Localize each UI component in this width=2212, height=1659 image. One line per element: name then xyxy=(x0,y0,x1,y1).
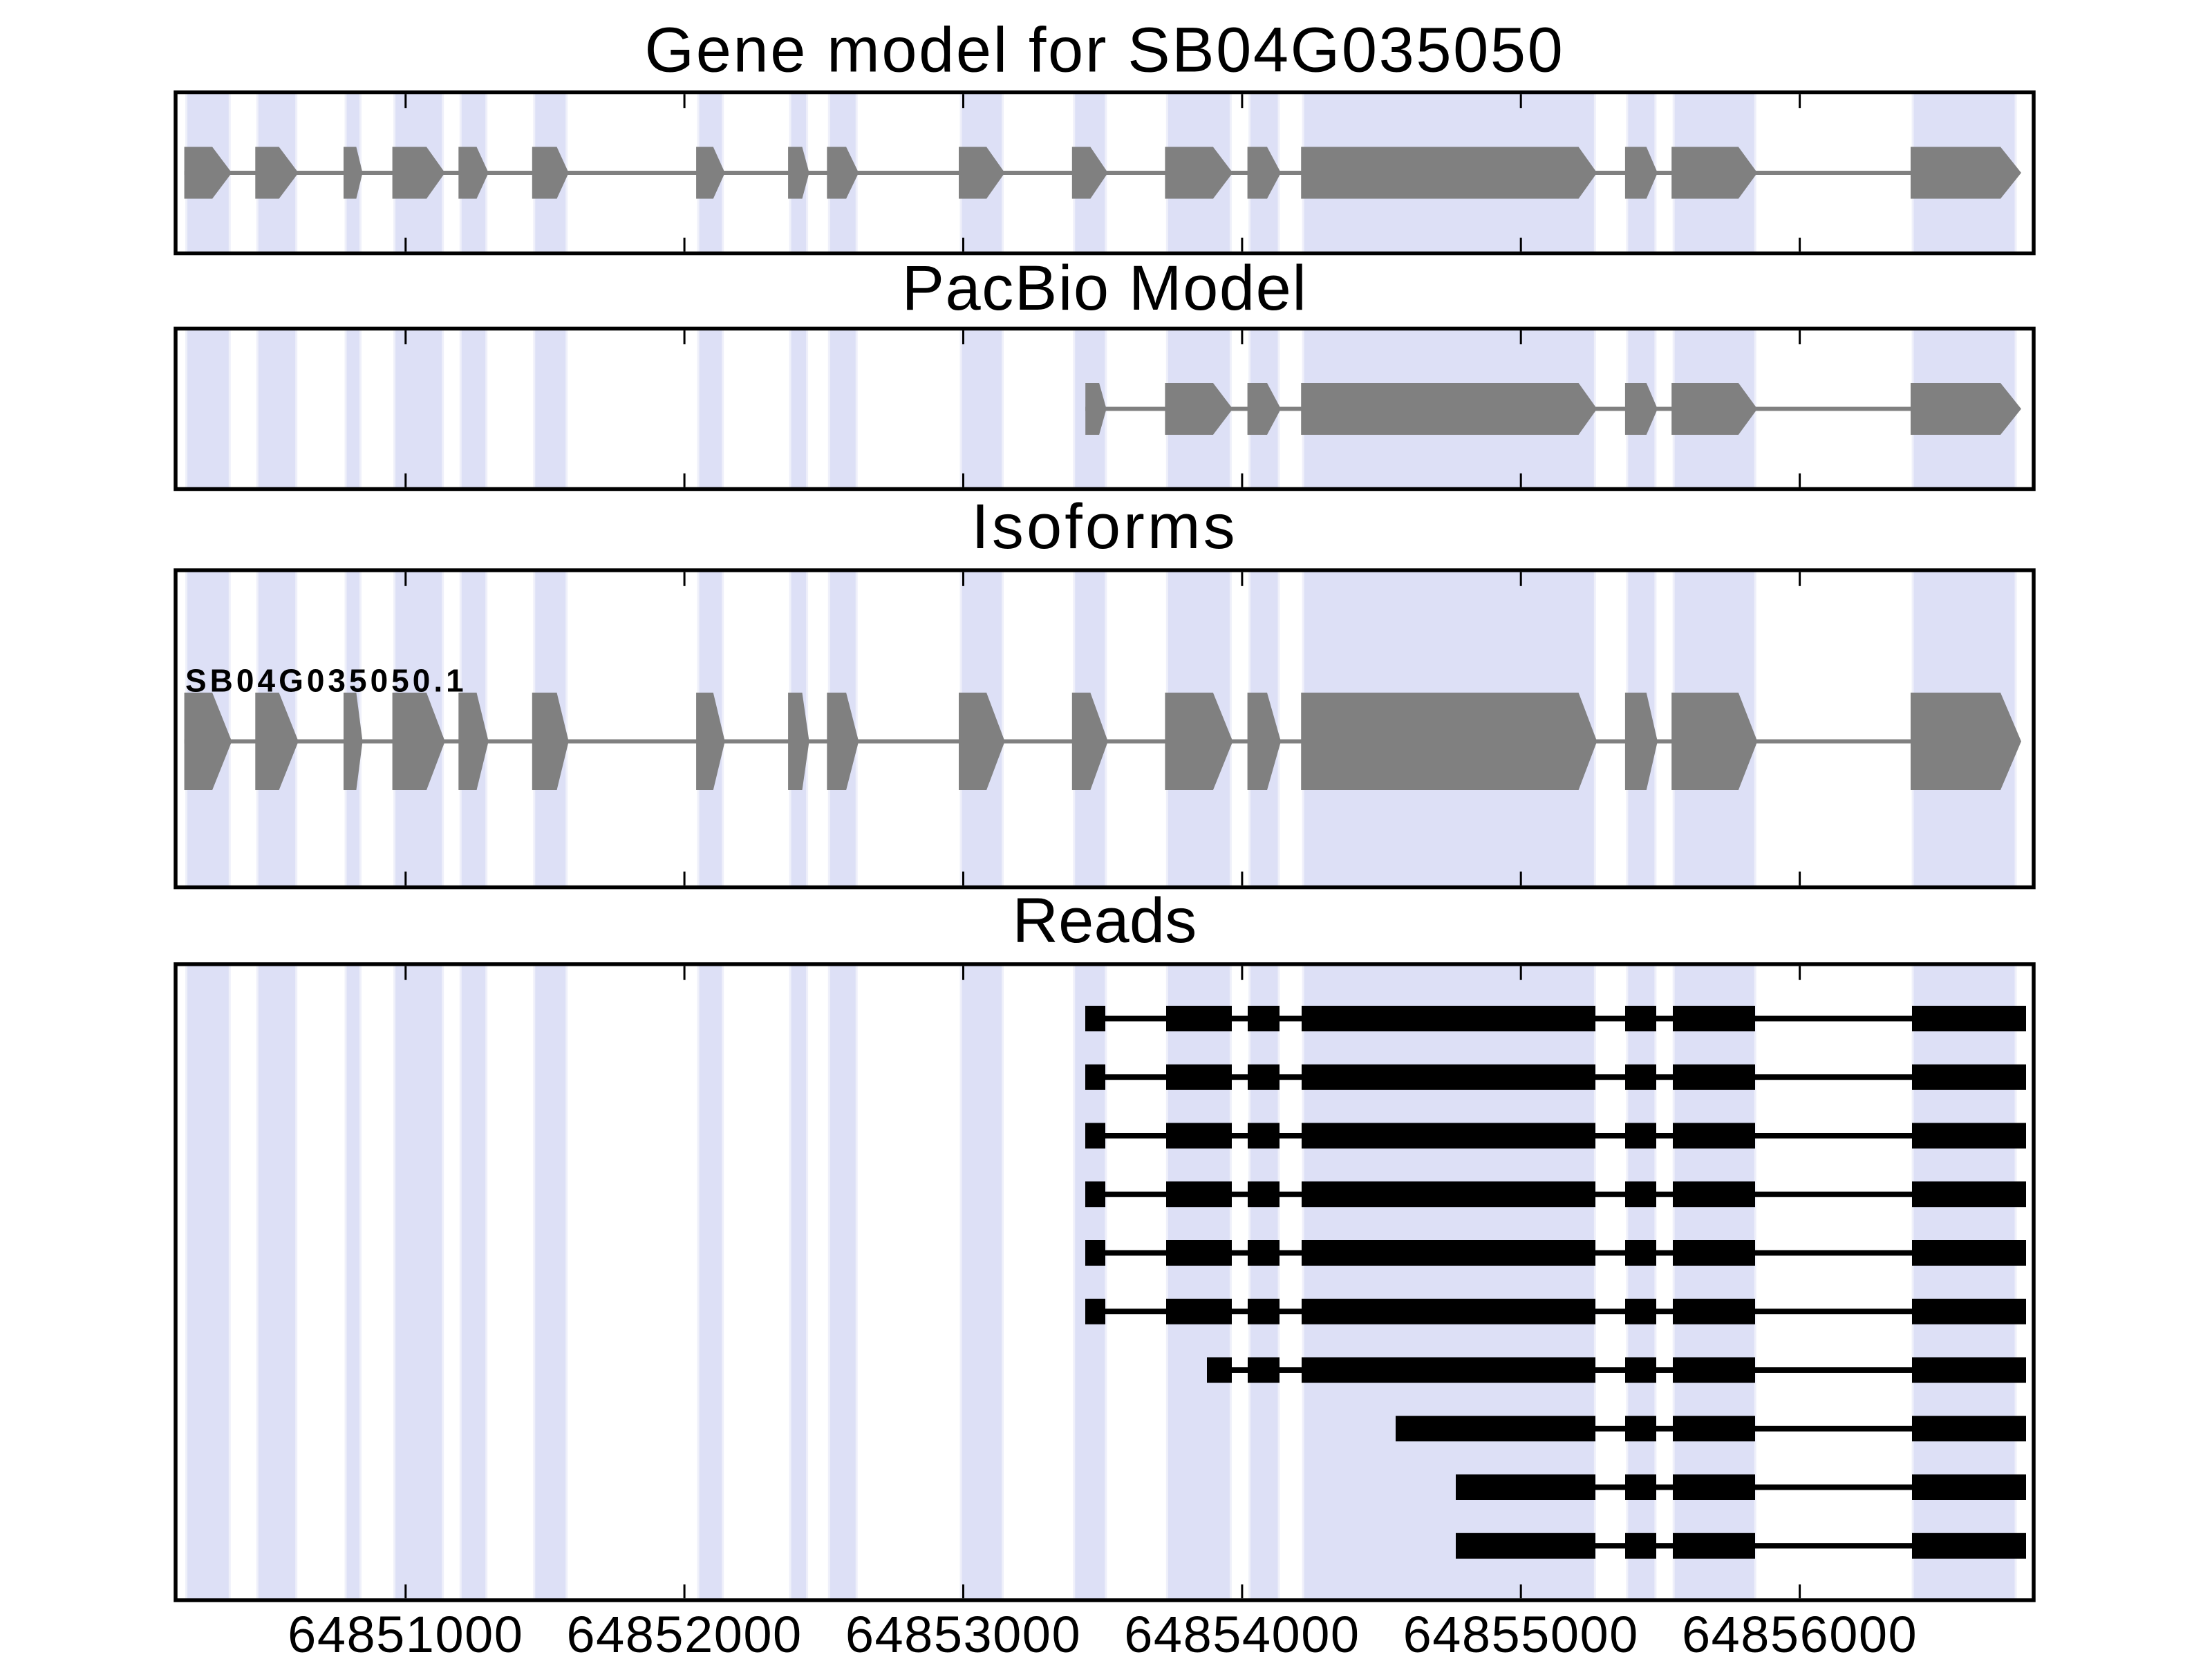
svg-text:64851000: 64851000 xyxy=(288,1606,523,1659)
svg-text:Isoforms: Isoforms xyxy=(971,491,1238,562)
svg-text:64852000: 64852000 xyxy=(566,1606,802,1659)
svg-text:PacBio Model: PacBio Model xyxy=(902,253,1308,324)
svg-text:Gene model for SB04G035050: Gene model for SB04G035050 xyxy=(645,15,1565,86)
svg-text:64855000: 64855000 xyxy=(1403,1606,1639,1659)
svg-text:64853000: 64853000 xyxy=(845,1606,1081,1659)
svg-text:Reads: Reads xyxy=(1013,885,1197,956)
svg-text:64856000: 64856000 xyxy=(1682,1606,1918,1659)
svg-text:SB04G035050.1: SB04G035050.1 xyxy=(185,663,467,699)
svg-text:64854000: 64854000 xyxy=(1124,1606,1360,1659)
